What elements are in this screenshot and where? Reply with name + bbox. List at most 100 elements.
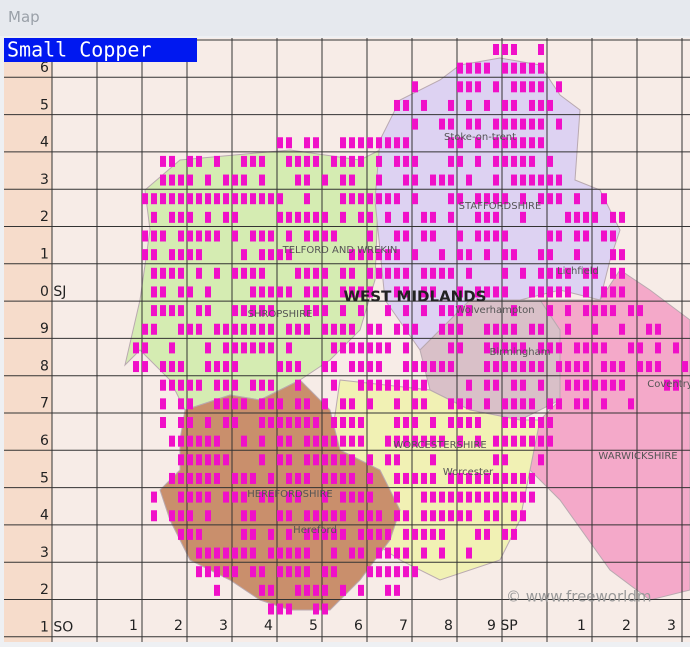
record [556, 118, 562, 130]
record [457, 137, 463, 149]
record [214, 230, 220, 242]
record [367, 286, 373, 298]
record [448, 472, 454, 484]
record [286, 603, 292, 615]
record [439, 118, 445, 130]
record [592, 379, 598, 391]
record [619, 361, 625, 373]
record [277, 286, 283, 298]
record [151, 230, 157, 242]
record [286, 566, 292, 578]
record [196, 323, 202, 335]
record [313, 155, 319, 167]
record [178, 510, 184, 522]
record [214, 584, 220, 596]
record [376, 193, 382, 205]
record [358, 379, 364, 391]
record [448, 305, 454, 317]
record [565, 323, 571, 335]
window-title: Map [8, 8, 40, 26]
record [322, 491, 328, 503]
record [493, 286, 499, 298]
record [178, 528, 184, 540]
record [304, 584, 310, 596]
record [187, 155, 193, 167]
record [187, 174, 193, 186]
record [574, 379, 580, 391]
record [322, 584, 328, 596]
record [259, 379, 265, 391]
record [394, 230, 400, 242]
record [331, 379, 337, 391]
record [475, 417, 481, 428]
record [502, 472, 508, 484]
column-label: 2 [622, 618, 631, 634]
record [133, 342, 139, 354]
record [178, 417, 184, 428]
record [277, 510, 283, 522]
record [358, 361, 364, 373]
row-label: 9 [40, 321, 49, 337]
record [178, 193, 184, 205]
record [160, 361, 166, 373]
record [394, 510, 400, 522]
record [286, 472, 292, 484]
record [241, 528, 247, 540]
record [151, 286, 157, 298]
record [592, 267, 598, 279]
record [655, 361, 661, 373]
record [502, 137, 508, 149]
record [232, 472, 238, 484]
record [583, 286, 589, 298]
record [466, 267, 472, 279]
record [619, 267, 625, 279]
record [520, 417, 526, 428]
record [556, 342, 562, 354]
record [493, 230, 499, 242]
record [304, 193, 310, 205]
record [511, 435, 517, 447]
record [277, 137, 283, 149]
record [502, 528, 508, 540]
place-label: SHROPSHIRE [248, 309, 313, 320]
record [475, 435, 481, 447]
record [169, 472, 175, 484]
record [412, 417, 418, 428]
place-label: © www.freeworldm [506, 588, 651, 606]
record [376, 342, 382, 354]
record [403, 472, 409, 484]
record [403, 305, 409, 317]
record [340, 454, 346, 466]
record [385, 305, 391, 317]
record [151, 249, 157, 261]
record [529, 417, 535, 428]
record [196, 454, 202, 466]
record [259, 193, 265, 205]
record [475, 286, 481, 298]
record [187, 230, 193, 242]
record [187, 491, 193, 503]
record [169, 510, 175, 522]
record [277, 454, 283, 466]
record [169, 379, 175, 391]
record [313, 305, 319, 317]
row-label: 2 [40, 209, 49, 225]
record [376, 361, 382, 373]
record [538, 323, 544, 335]
record [259, 286, 265, 298]
record [511, 44, 517, 55]
record [511, 510, 517, 522]
record [223, 379, 229, 391]
record [385, 249, 391, 261]
place-label: Coventry [647, 379, 690, 390]
record [223, 193, 229, 205]
record [475, 118, 481, 130]
record [538, 81, 544, 93]
record [331, 417, 337, 428]
record [340, 155, 346, 167]
record [340, 472, 346, 484]
record [385, 528, 391, 540]
record [232, 379, 238, 391]
record [412, 379, 418, 391]
record [421, 547, 427, 559]
